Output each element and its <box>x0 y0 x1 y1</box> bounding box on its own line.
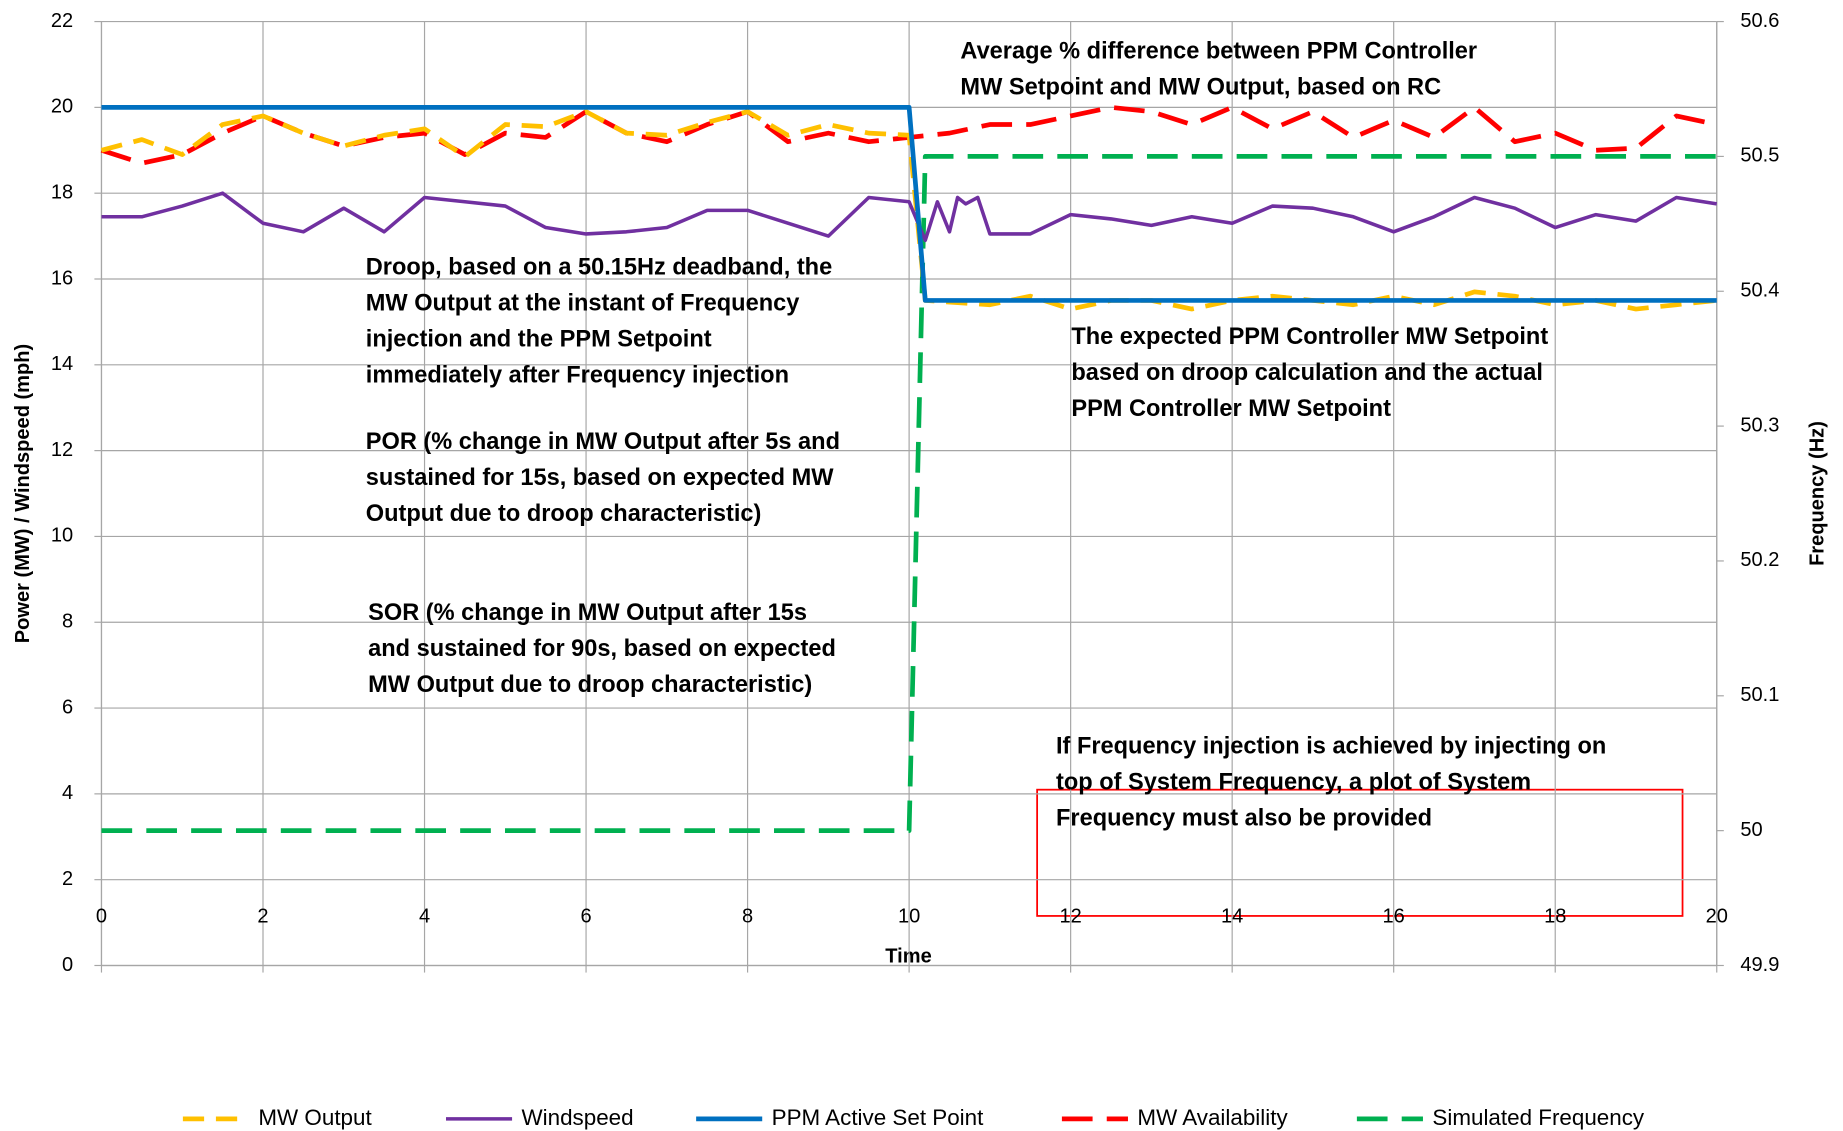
annotation: POR (% change in MW Output after 5s and <box>366 428 840 454</box>
x-tick-label: 18 <box>1544 905 1566 927</box>
y-tick-label: 20 <box>51 96 73 118</box>
y2-axis-label: Frequency (Hz) <box>1807 421 1829 566</box>
grid <box>94 20 1724 973</box>
y2-tick-label: 50.2 <box>1740 549 1779 571</box>
annotation: If Frequency injection is achieved by in… <box>1056 732 1606 758</box>
x-tick-label: 14 <box>1221 905 1243 927</box>
y2-tick-label: 50.3 <box>1740 414 1779 436</box>
x-tick-label: 4 <box>419 905 430 927</box>
series-line <box>101 191 1718 243</box>
y-tick-label: 6 <box>62 696 73 718</box>
y-tick-label: 22 <box>51 10 73 32</box>
legend-label: Simulated Frequency <box>1432 1105 1645 1130</box>
y-tick-label: 8 <box>62 611 73 633</box>
x-axis-label: Time <box>885 946 931 968</box>
legend-label: PPM Active Set Point <box>772 1105 984 1130</box>
series-line <box>101 105 1717 303</box>
annotation: and sustained for 90s, based on expected <box>368 635 836 661</box>
annotation: sustained for 15s, based on expected MW <box>366 464 834 490</box>
annotation: MW Setpoint and MW Output, based on RC <box>960 73 1441 99</box>
annotation: MW Output at the instant of Frequency <box>366 289 800 315</box>
x-tick-label: 20 <box>1706 905 1728 927</box>
annotation: Frequency must also be provided <box>1056 804 1432 830</box>
y-tick-label: 2 <box>62 868 73 890</box>
x-tick-label: 0 <box>96 905 107 927</box>
x-tick-label: 6 <box>580 905 591 927</box>
y-tick-label: 16 <box>51 267 73 289</box>
y2-tick-label: 49.9 <box>1740 954 1779 976</box>
annotation: The expected PPM Controller MW Setpoint <box>1071 323 1548 349</box>
y-tick-label: 12 <box>51 439 73 461</box>
y-tick-label: 10 <box>51 525 73 547</box>
y-axis-label: Power (MW) / Windspeed (mph) <box>12 344 34 643</box>
y-tick-label: 14 <box>51 353 73 375</box>
y2-tick-label: 50.6 <box>1740 10 1779 32</box>
y2-tick-label: 50 <box>1740 819 1762 841</box>
annotation: Droop, based on a 50.15Hz deadband, the <box>366 253 832 279</box>
y2-tick-label: 50.5 <box>1740 145 1779 167</box>
series-line <box>101 154 1717 833</box>
y-tick-label: 18 <box>51 181 73 203</box>
y-tick-label: 4 <box>62 782 73 804</box>
legend-label: Windspeed <box>522 1105 634 1130</box>
y2-tick-label: 50.1 <box>1740 684 1779 706</box>
x-tick-label: 16 <box>1383 905 1405 927</box>
annotation: injection and the PPM Setpoint <box>366 325 712 351</box>
annotation: Average % difference between PPM Control… <box>960 37 1477 63</box>
legend-label: MW Availability <box>1137 1105 1288 1130</box>
legend-label: MW Output <box>258 1105 372 1130</box>
annotation: immediately after Frequency injection <box>366 361 789 387</box>
y-tick-label: 0 <box>62 954 73 976</box>
x-tick-label: 10 <box>898 905 920 927</box>
y2-tick-label: 50.4 <box>1740 280 1779 302</box>
x-tick-label: 2 <box>257 905 268 927</box>
annotation: MW Output due to droop characteristic) <box>368 671 812 697</box>
annotation: top of System Frequency, a plot of Syste… <box>1056 768 1531 794</box>
x-tick-label: 8 <box>742 905 753 927</box>
annotation: SOR (% change in MW Output after 15s <box>368 599 807 625</box>
annotation: based on droop calculation and the actua… <box>1071 359 1543 385</box>
annotation: Output due to droop characteristic) <box>366 500 762 526</box>
x-tick-label: 12 <box>1059 905 1081 927</box>
highlight-box <box>1036 788 1684 917</box>
annotation: PPM Controller MW Setpoint <box>1071 395 1391 421</box>
